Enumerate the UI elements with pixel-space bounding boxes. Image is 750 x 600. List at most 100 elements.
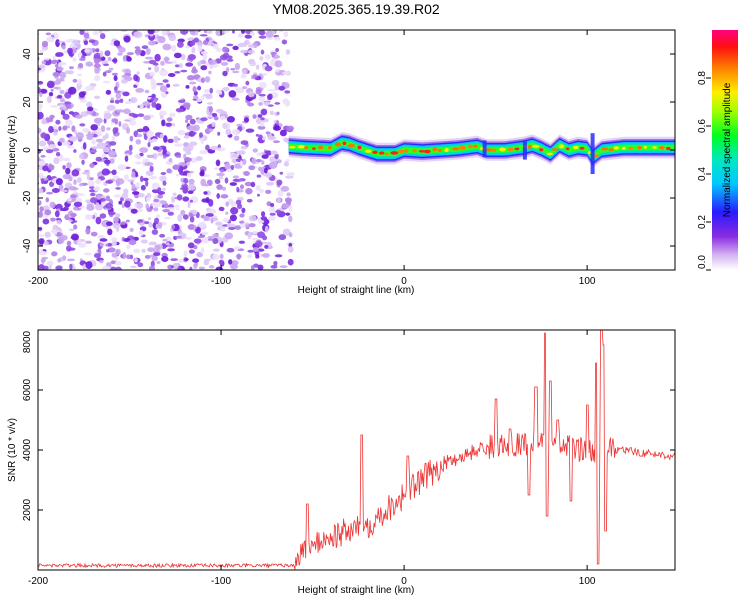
band-hotspot xyxy=(372,150,378,154)
noise-speckle xyxy=(95,48,100,53)
noise-speckle xyxy=(148,40,156,46)
noise-speckle xyxy=(200,117,208,122)
noise-speckle xyxy=(199,150,208,155)
band-hotspot xyxy=(613,146,619,150)
noise-speckle xyxy=(260,49,265,55)
noise-speckle xyxy=(216,47,222,53)
noise-speckle xyxy=(161,256,169,262)
noise-speckle xyxy=(158,222,163,229)
noise-speckle xyxy=(187,201,191,209)
noise-speckle xyxy=(153,198,160,203)
noise-speckle xyxy=(174,143,183,147)
snr-panel: -200 -100 0 100 8000 6000 4000 2000 Height of s… xyxy=(7,329,676,596)
noise-speckle xyxy=(151,101,157,108)
noise-speckle xyxy=(167,73,176,77)
noise-speckle xyxy=(219,253,224,259)
noise-speckle xyxy=(154,65,160,73)
noise-speckle xyxy=(53,231,58,236)
noise-speckle xyxy=(226,116,235,123)
noise-speckle xyxy=(81,159,85,165)
noise-speckle xyxy=(159,133,164,139)
noise-speckle xyxy=(234,62,241,71)
snr-frame xyxy=(37,329,676,571)
noise-speckle xyxy=(140,175,144,183)
noise-speckle xyxy=(285,212,291,216)
noise-speckle xyxy=(164,203,169,209)
noise-speckle xyxy=(113,194,122,198)
noise-speckle xyxy=(232,83,238,87)
noise-speckle xyxy=(133,248,141,254)
noise-speckle xyxy=(172,262,179,268)
noise-speckle xyxy=(264,65,273,72)
noise-speckle xyxy=(222,87,230,92)
noise-speckle xyxy=(203,260,210,266)
noise-speckle xyxy=(79,123,86,127)
noise-speckle xyxy=(113,216,119,223)
noise-speckle xyxy=(174,71,181,74)
noise-speckle xyxy=(193,238,202,244)
noise-speckle xyxy=(161,119,166,127)
snr-x-tick-label: -100 xyxy=(211,576,231,587)
noise-speckle xyxy=(248,165,255,171)
noise-speckle xyxy=(105,202,114,209)
noise-speckle xyxy=(113,86,118,92)
noise-speckle xyxy=(250,265,255,270)
noise-speckle xyxy=(121,203,125,209)
noise-speckle xyxy=(247,102,255,107)
noise-speckle xyxy=(229,264,239,270)
noise-speckle xyxy=(210,63,219,68)
spectrogram-y-tick-label: -20 xyxy=(22,190,33,205)
noise-speckle xyxy=(146,130,154,138)
noise-speckle xyxy=(85,261,93,270)
noise-speckle xyxy=(123,35,131,43)
noise-speckle xyxy=(66,38,75,43)
noise-speckle xyxy=(192,86,197,93)
noise-speckle xyxy=(136,71,140,75)
noise-speckle xyxy=(274,153,279,160)
noise-speckle xyxy=(120,222,126,225)
noise-speckle xyxy=(77,177,82,184)
noise-speckle xyxy=(107,228,113,236)
noise-speckle xyxy=(183,177,189,184)
noise-speckle xyxy=(284,90,291,94)
noise-speckle xyxy=(255,159,262,162)
band-hotspot xyxy=(473,144,478,148)
spectrogram-panel: -200 -100 0 100 40 20 0 -20 -40 Height of straig… xyxy=(7,29,676,296)
noise-speckle xyxy=(189,215,195,223)
noise-speckle xyxy=(111,118,119,123)
noise-speckle xyxy=(39,206,44,213)
noise-speckle xyxy=(276,120,280,125)
noise-speckle xyxy=(273,140,280,143)
noise-speckle xyxy=(283,161,289,167)
spectrogram-y-axis-label: Frequency (Hz) xyxy=(7,116,18,185)
noise-speckle xyxy=(193,37,199,43)
band-hotspot xyxy=(364,149,372,153)
noise-speckle xyxy=(115,266,122,270)
noise-speckle xyxy=(225,67,230,73)
noise-speckle xyxy=(93,186,100,191)
noise-speckle xyxy=(147,247,156,253)
noise-speckle xyxy=(207,208,217,214)
noise-speckle xyxy=(62,165,66,170)
noise-speckle xyxy=(86,101,93,109)
noise-speckle xyxy=(181,182,185,185)
noise-speckle xyxy=(258,96,266,102)
noise-speckle xyxy=(247,50,255,54)
noise-speckle xyxy=(91,139,96,145)
band-hotspot xyxy=(357,145,362,150)
noise-speckle xyxy=(136,128,145,133)
noise-speckle xyxy=(145,196,151,202)
noise-speckle xyxy=(105,89,112,95)
noise-speckle xyxy=(94,75,101,82)
noise-speckle xyxy=(239,220,245,224)
noise-speckle xyxy=(208,106,213,113)
noise-speckle xyxy=(123,174,129,181)
noise-speckle xyxy=(38,161,45,166)
noise-speckle xyxy=(142,177,149,182)
noise-speckle xyxy=(74,130,78,135)
noise-speckle xyxy=(162,180,167,186)
noise-speckle xyxy=(135,139,142,145)
noise-speckle xyxy=(229,214,237,222)
noise-speckle xyxy=(259,188,264,194)
noise-speckle xyxy=(154,217,160,224)
